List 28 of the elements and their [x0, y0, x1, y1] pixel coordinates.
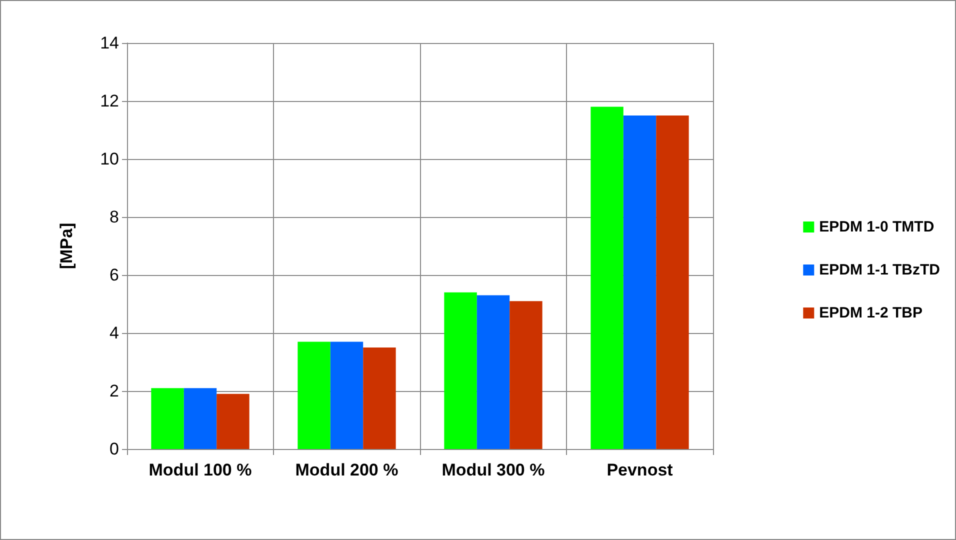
y-tick-label: 0 [110, 440, 119, 458]
bar [363, 348, 396, 449]
legend-label: EPDM 1-1 TBzTD [819, 262, 940, 278]
y-tick-label: 12 [100, 92, 119, 110]
bar [590, 106, 624, 449]
bar [151, 388, 184, 449]
x-tick-label: Modul 100 % [148, 460, 252, 480]
bar [216, 394, 250, 449]
y-tick-label: 6 [110, 266, 119, 284]
y-axis-title: [MPa] [57, 222, 76, 270]
bar [330, 342, 364, 449]
y-tick-label: 2 [110, 382, 119, 400]
y-tick-label: 14 [100, 34, 119, 52]
bar [510, 301, 542, 449]
y-tick-label: 4 [110, 324, 119, 342]
x-tick-label: Modul 300 % [442, 460, 545, 480]
legend-label: EPDM 1-0 TMTD [819, 218, 934, 236]
bar [444, 292, 477, 449]
bar [476, 295, 510, 449]
x-tick-label: Pevnost [606, 460, 674, 480]
legend-label: EPDM 1-2 TBP [819, 304, 923, 322]
bar [184, 388, 217, 449]
bar [298, 342, 330, 449]
x-tick-label: Modul 200 % [295, 460, 398, 480]
y-tick-label: 10 [100, 150, 119, 168]
bar [656, 116, 689, 449]
bar [623, 116, 656, 449]
y-tick-label: 8 [110, 208, 119, 226]
